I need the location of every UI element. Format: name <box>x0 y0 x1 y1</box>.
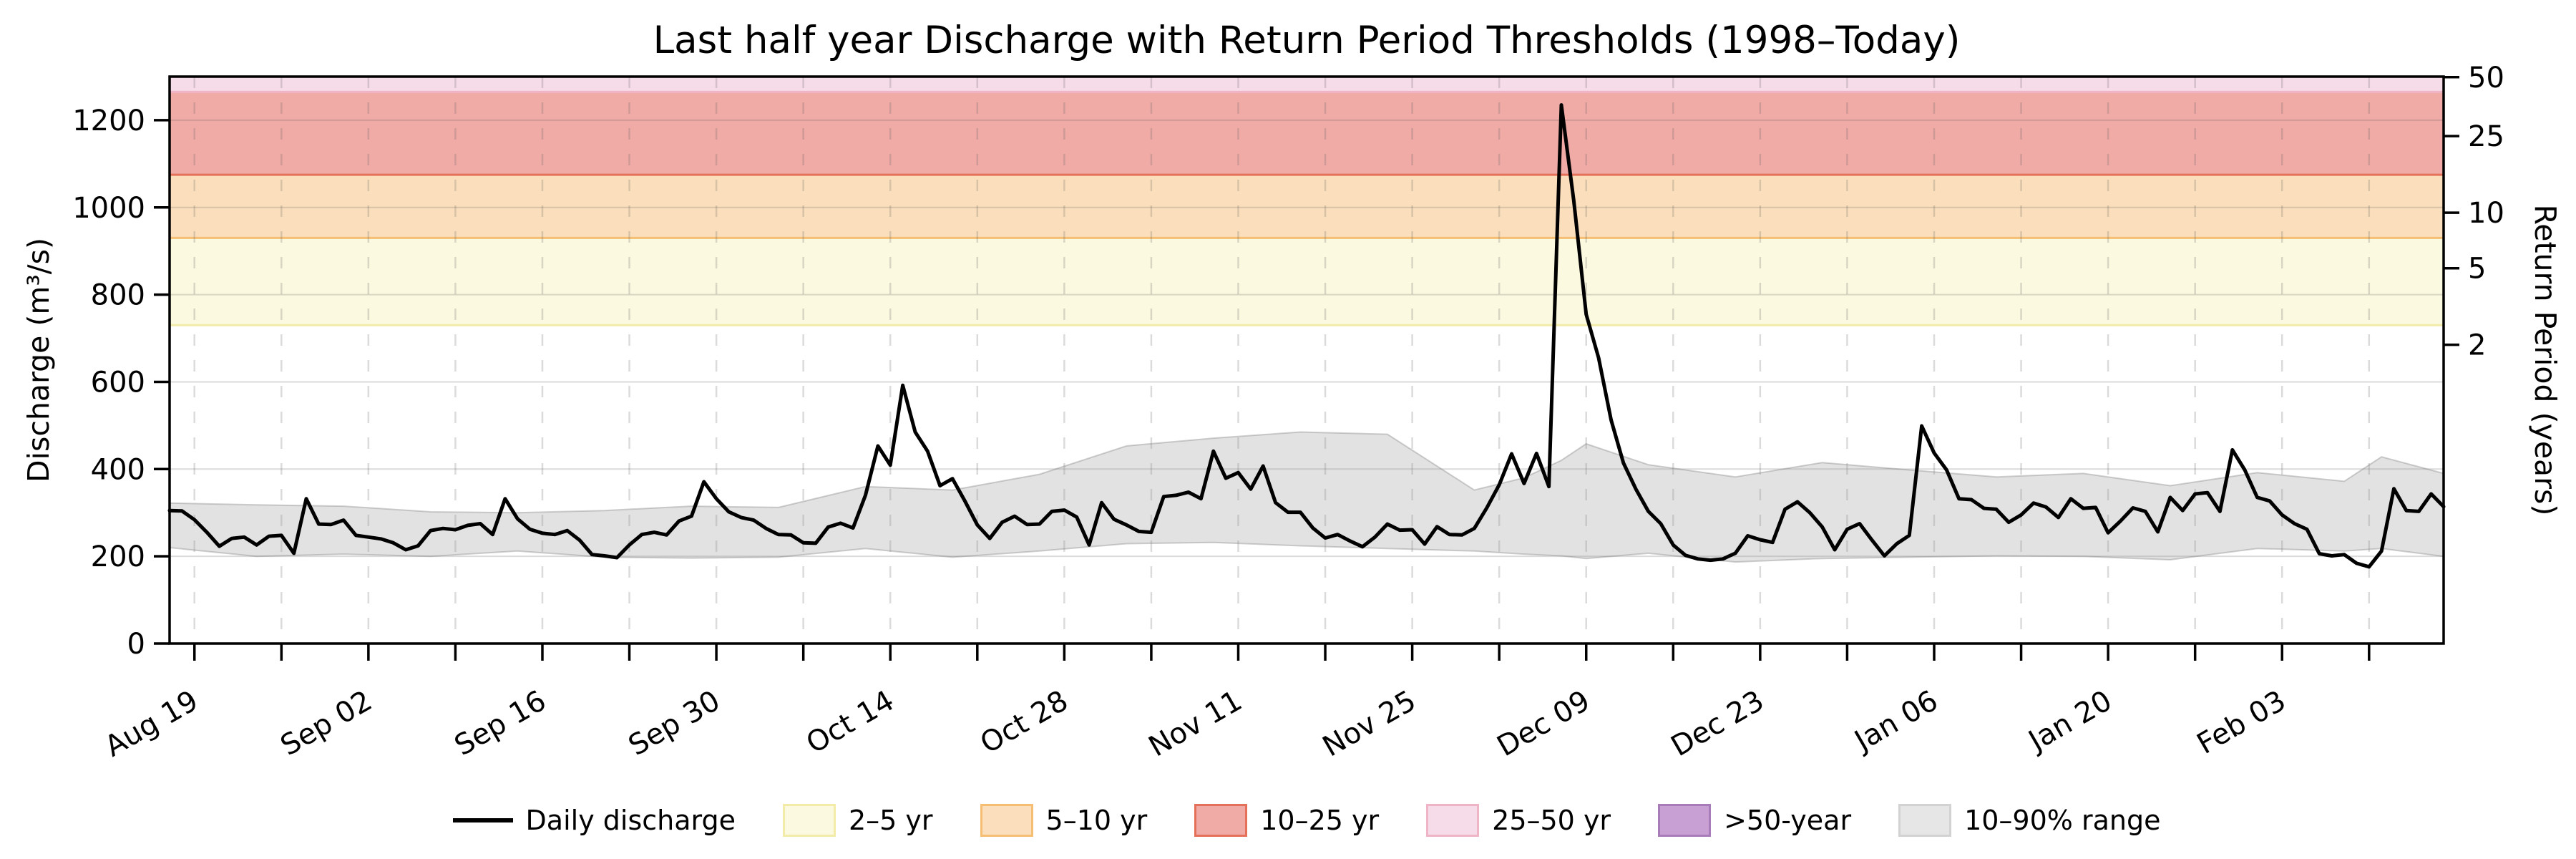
y2-tick-label: 2 <box>2468 329 2486 362</box>
percentile-band-lower-edge <box>169 541 2444 563</box>
x-tick-label: Oct 28 <box>975 684 1073 760</box>
legend-item-5-10-yr: 5–10 yr <box>980 804 1148 837</box>
legend-patch-swatch <box>1194 804 1248 837</box>
legend: Daily discharge 2–5 yr 5–10 yr 10–25 yr 25–5… <box>170 793 2444 848</box>
y-tick-label: 1000 <box>72 192 145 225</box>
legend-patch-swatch <box>980 804 1033 837</box>
y-tick-label: 1200 <box>72 105 145 137</box>
threshold-band-5-10-yr <box>170 175 2444 238</box>
return-period-tick-labels: 50 25 10 5 2 <box>2468 62 2504 362</box>
legend-patch-swatch <box>1898 804 1952 837</box>
x-tick-label: Nov 11 <box>1143 684 1248 764</box>
legend-item-label: Daily discharge <box>525 805 736 836</box>
legend-item-10-90-range: 10–90% range <box>1898 804 2160 837</box>
threshold-band-25-50-yr <box>170 77 2444 92</box>
percentile-band-fill <box>170 432 2444 563</box>
y-axis-label-right: Return Period (years) <box>2528 204 2562 516</box>
x-tick-label: Feb 03 <box>2192 684 2291 761</box>
axis-ticks <box>154 76 2459 661</box>
percentile-band-upper-edge <box>169 431 2444 514</box>
x-tick-label: Nov 25 <box>1317 684 1422 764</box>
y-tick-label: 800 <box>91 279 145 312</box>
x-tick-label: Sep 30 <box>623 684 726 762</box>
threshold-bands <box>170 77 2444 326</box>
legend-item-daily-discharge: Daily discharge <box>452 805 736 836</box>
y-tick-label: 0 <box>127 628 145 661</box>
legend-item-50-year: >50-year <box>1658 804 1851 837</box>
legend-item-label: 10–90% range <box>1964 805 2161 836</box>
x-tick-label: Sep 02 <box>275 684 377 762</box>
gridlines <box>170 77 2444 644</box>
legend-patch-swatch <box>782 804 836 837</box>
legend-item-25-50-yr: 25–50 yr <box>1426 804 1611 837</box>
y-tick-label: 600 <box>91 366 145 399</box>
y-axis-label-left: Discharge (m³/s) <box>21 238 56 482</box>
x-tick-label: Jan 06 <box>1848 684 1943 759</box>
discharge-line <box>167 103 2446 569</box>
threshold-band-2-5-yr <box>170 238 2444 326</box>
legend-patch-swatch <box>1658 804 1712 837</box>
x-tick-labels: Aug 19 Sep 02 Sep 16 Sep 30 Oct 14 Oct 28 Nov … <box>99 684 2291 764</box>
legend-item-label: 25–50 yr <box>1492 805 1611 836</box>
y2-tick-label: 5 <box>2468 253 2486 286</box>
x-tick-label: Sep 16 <box>449 684 552 762</box>
x-tick-label: Jan 20 <box>2021 684 2117 759</box>
legend-item-10-25-yr: 10–25 yr <box>1194 804 1379 837</box>
y2-tick-label: 25 <box>2468 120 2504 153</box>
x-tick-label: Dec 09 <box>1492 684 1596 763</box>
percentile-band <box>169 431 2444 563</box>
y-tick-labels: 0 200 400 600 800 1000 1200 <box>72 105 145 661</box>
y2-tick-label: 50 <box>2468 62 2504 94</box>
legend-item-label: 2–5 yr <box>848 805 933 836</box>
y-tick-label: 400 <box>91 453 145 486</box>
threshold-band-10-25-yr <box>170 92 2444 175</box>
legend-item-label: 5–10 yr <box>1045 805 1148 836</box>
y2-tick-label: 10 <box>2468 197 2504 230</box>
legend-line-swatch <box>452 818 513 822</box>
x-tick-label: Aug 19 <box>99 684 204 764</box>
legend-item-label: 10–25 yr <box>1260 805 1380 836</box>
y-tick-label: 200 <box>91 540 145 573</box>
x-tick-label: Dec 23 <box>1666 684 1770 763</box>
legend-patch-swatch <box>1426 804 1480 837</box>
chart-title: Last half year Discharge with Return Per… <box>653 19 1961 62</box>
x-tick-label: Oct 14 <box>801 684 899 760</box>
legend-item-2-5-yr: 2–5 yr <box>782 804 933 837</box>
legend-item-label: >50-year <box>1724 805 1852 836</box>
axes-spines <box>168 75 2445 645</box>
